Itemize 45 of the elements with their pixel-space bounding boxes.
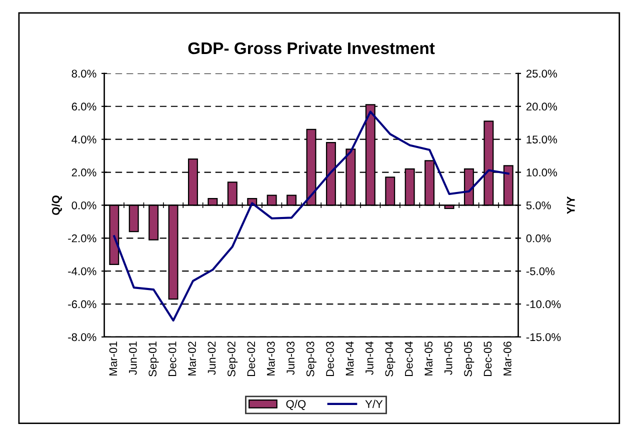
x-tick-label: Jun-04 xyxy=(366,341,374,375)
y2-tick-label: 5.0% xyxy=(526,201,551,210)
y2-tick-label: 20.0% xyxy=(526,102,557,111)
x-tick-label: Sep-04 xyxy=(385,341,396,376)
y-tick-label: 2.0% xyxy=(72,168,96,176)
x-tick-label: Sep-05 xyxy=(464,342,474,376)
y-tick-label: 0.0% xyxy=(72,201,96,210)
y2-tick-label: 10.0% xyxy=(526,168,557,176)
x-tick-label: Mar-02 xyxy=(188,342,196,376)
y-tick-label: 8.0% xyxy=(72,70,96,78)
x-tick-label: Mar-01 xyxy=(109,342,118,376)
y2-tick-label: 15.0% xyxy=(526,136,557,144)
x-tick-label: Dec-01 xyxy=(168,342,176,376)
x-tick-label: Sep-02 xyxy=(228,342,238,376)
x-tick-label: Jun-02 xyxy=(208,342,216,375)
y-axis-title: Q/Q xyxy=(52,195,62,215)
x-tick-label: Dec-03 xyxy=(326,342,334,376)
x-tick-label: Jun-01 xyxy=(128,342,137,375)
y-tick-label: 6.0% xyxy=(72,102,96,111)
x-tick-label: Mar-03 xyxy=(266,342,275,376)
y2-tick-label: 0.0% xyxy=(526,234,551,242)
x-tick-label: Sep-03 xyxy=(306,342,316,376)
y2-tick-label: 25.0% xyxy=(526,70,557,78)
x-tick-label: Mar-04 xyxy=(346,341,354,376)
legend-label: Y/Y xyxy=(365,400,383,408)
x-tick-label: Mar-06 xyxy=(504,342,512,376)
y-tick-label: -8.0% xyxy=(68,333,96,342)
y2-tick-label: -15.0% xyxy=(526,333,561,342)
x-tick-label: Mar-05 xyxy=(424,342,433,376)
y2-tick-label: -5.0% xyxy=(526,267,555,276)
y-tick-label: -6.0% xyxy=(68,300,96,308)
chart-title: GDP- Gross Private Investment xyxy=(188,42,435,54)
x-tick-label: Dec-05 xyxy=(484,342,492,376)
y2-tick-label: -10.0% xyxy=(526,300,561,308)
x-tick-label: Dec-04 xyxy=(404,341,413,376)
legend-label: Q/Q xyxy=(286,400,306,410)
x-tick-label: Jun-05 xyxy=(444,342,452,375)
line-series xyxy=(113,110,510,322)
y-tick-label: -2.0% xyxy=(68,234,96,242)
x-tick-label: Jun-03 xyxy=(286,342,295,375)
y-tick-label: -4.0% xyxy=(68,267,96,276)
x-tick-label: Sep-01 xyxy=(148,342,159,376)
y2-axis-title: Y/Y xyxy=(566,196,575,214)
x-tick-label: Dec-02 xyxy=(247,342,256,376)
y-tick-label: 4.0% xyxy=(72,136,96,144)
